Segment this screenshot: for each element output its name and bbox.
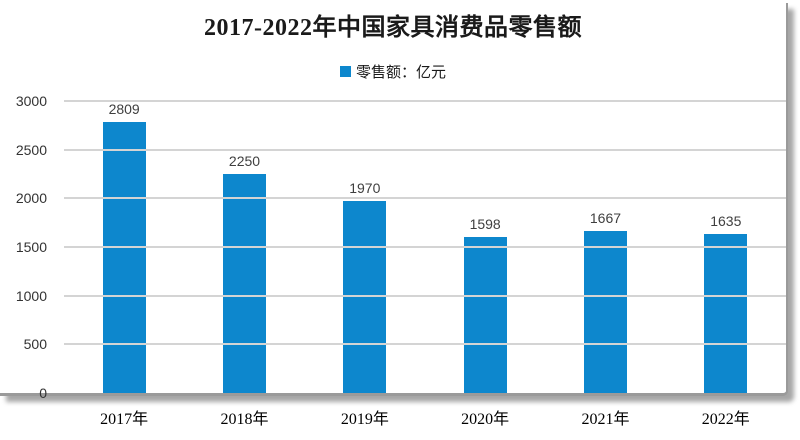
bar-data-label: 1635 (710, 212, 742, 229)
bar-group: 2250 (184, 101, 304, 393)
y-tick-label: 500 (23, 336, 47, 353)
bar-data-label: 1970 (349, 180, 381, 197)
bar-data-label: 1598 (469, 216, 501, 233)
bar-group: 1667 (545, 101, 665, 393)
bars-row: 2809 2250 1970 1598 1667 1635 (64, 101, 786, 393)
x-axis-labels: 2017年 2018年 2019年 2020年 2021年 2022年 (64, 405, 786, 429)
y-tick-label: 1000 (15, 287, 47, 304)
bar (343, 201, 387, 393)
x-tick-label: 2017年 (100, 411, 149, 428)
bar (583, 230, 627, 393)
gridline (64, 197, 786, 200)
gridline (64, 294, 786, 297)
legend-marker-icon (339, 66, 351, 77)
bar (222, 174, 266, 393)
bar-data-label: 2250 (228, 153, 261, 169)
gridline (64, 246, 786, 248)
x-tick-label: 2018年 (220, 411, 269, 428)
legend: 零售额：亿元 (0, 61, 786, 82)
bar-data-label: 1667 (589, 209, 622, 226)
bar-group: 1635 (666, 101, 786, 393)
bar (102, 122, 146, 393)
gridline (64, 148, 786, 151)
chart-card: 2017-2022年中国家具消费品零售额 零售额：亿元 0 500 1000 1500… (0, 3, 788, 401)
x-tick-label: 2021年 (581, 411, 630, 428)
legend-label: 零售额：亿元 (355, 65, 446, 81)
y-axis: 0 500 1000 1500 2000 2500 3000 (0, 93, 56, 401)
bar-group: 2809 (64, 101, 184, 393)
gridline (64, 343, 786, 346)
y-tick-label: 3000 (15, 93, 47, 109)
x-tick-label: 2022年 (701, 411, 750, 428)
bar (704, 233, 748, 393)
y-tick-label: 2500 (15, 141, 47, 158)
bar-group: 1970 (305, 101, 425, 393)
plot-area: 2809 2250 1970 1598 1667 1635 (64, 100, 786, 393)
bar (463, 237, 507, 393)
x-tick-label: 2019年 (340, 411, 389, 428)
bar-group: 1598 (425, 101, 545, 393)
gridline (64, 100, 786, 102)
y-tick-label: 2000 (15, 190, 47, 207)
y-tick-label: 1500 (15, 239, 47, 255)
chart-title: 2017-2022年中国家具消费品零售额 (204, 15, 582, 41)
x-tick-label: 2020年 (461, 411, 510, 428)
y-tick-label: 0 (39, 385, 47, 401)
bar-data-label: 2809 (108, 101, 140, 117)
